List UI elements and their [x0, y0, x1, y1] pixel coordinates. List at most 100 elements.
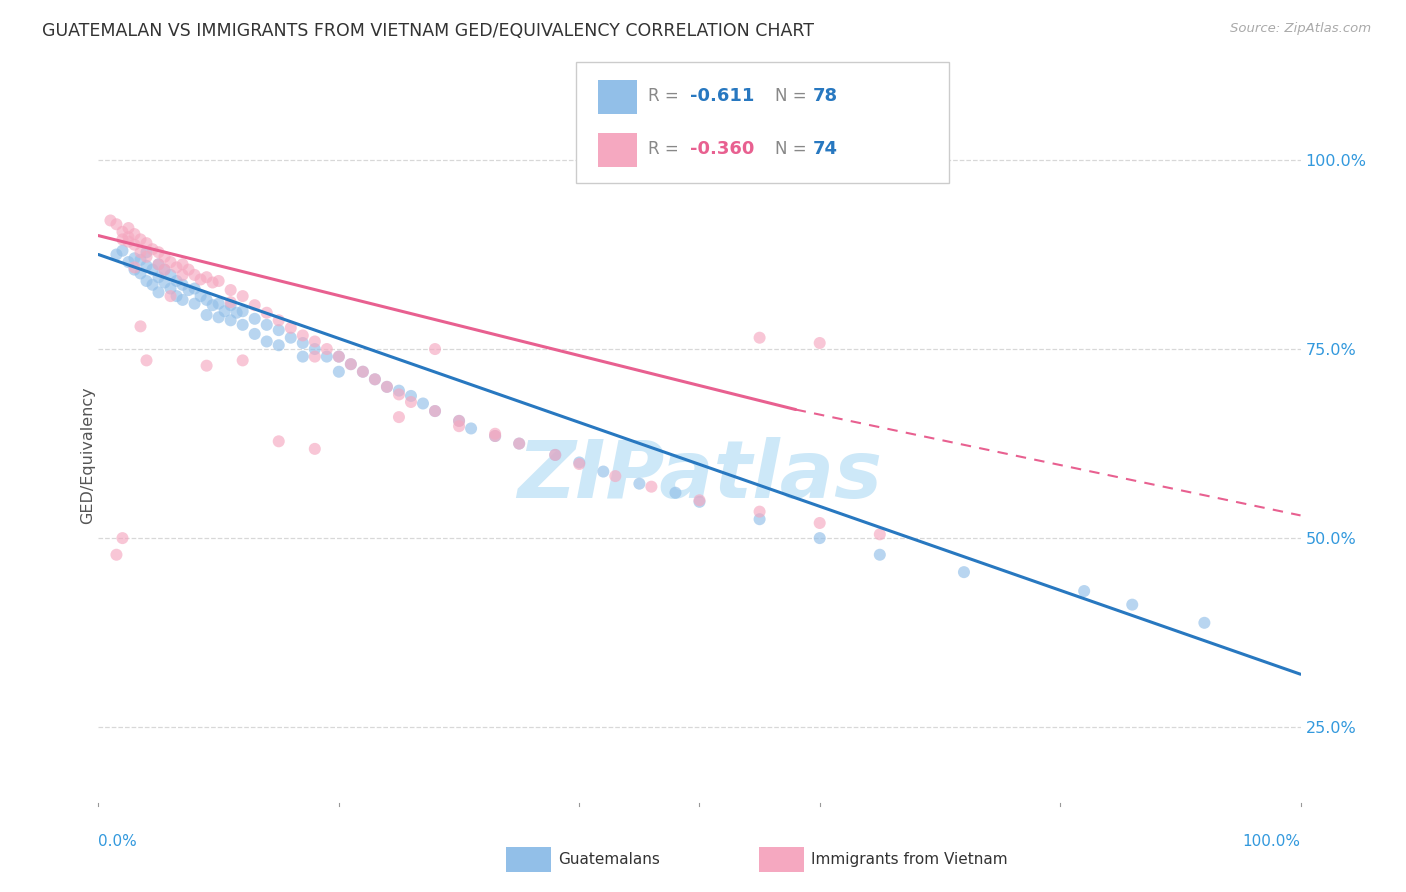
Point: [568, 457, 591, 471]
Point: [129, 319, 152, 334]
Point: [153, 262, 176, 277]
Point: [291, 350, 314, 364]
Point: [640, 480, 662, 494]
Point: [166, 274, 188, 288]
Point: [304, 442, 326, 456]
Point: [159, 281, 181, 295]
Text: GUATEMALAN VS IMMIGRANTS FROM VIETNAM GED/EQUIVALENCY CORRELATION CHART: GUATEMALAN VS IMMIGRANTS FROM VIETNAM GE…: [42, 22, 814, 40]
Point: [159, 255, 181, 269]
Point: [172, 257, 194, 271]
Text: Guatemalans: Guatemalans: [558, 853, 659, 867]
Point: [508, 436, 530, 450]
Point: [225, 306, 247, 320]
Point: [117, 255, 139, 269]
Point: [1073, 584, 1095, 599]
Point: [748, 512, 770, 526]
Point: [280, 321, 302, 335]
Point: [399, 389, 422, 403]
Point: [748, 331, 770, 345]
Point: [256, 334, 278, 349]
Point: [117, 221, 139, 235]
Point: [135, 245, 157, 260]
Point: [183, 268, 205, 282]
Point: [291, 328, 314, 343]
Point: [105, 247, 128, 261]
Point: [605, 469, 627, 483]
Point: [111, 531, 134, 545]
Point: [141, 277, 163, 292]
Point: [105, 548, 128, 562]
Point: [484, 429, 506, 443]
Point: [195, 359, 218, 373]
Point: [159, 289, 181, 303]
Point: [190, 272, 212, 286]
Point: [183, 296, 205, 310]
Point: [111, 232, 134, 246]
Point: [315, 350, 337, 364]
Text: Source: ZipAtlas.com: Source: ZipAtlas.com: [1230, 22, 1371, 36]
Point: [423, 404, 446, 418]
Point: [447, 414, 470, 428]
Point: [219, 283, 242, 297]
Point: [177, 262, 200, 277]
Point: [243, 311, 266, 326]
Text: N =: N =: [775, 87, 811, 105]
Point: [135, 250, 157, 264]
Text: ZIPatlas: ZIPatlas: [517, 437, 882, 515]
Point: [172, 277, 194, 292]
Point: [232, 289, 254, 303]
Point: [135, 353, 157, 368]
Point: [190, 289, 212, 303]
Point: [315, 342, 337, 356]
Point: [195, 270, 218, 285]
Point: [166, 260, 188, 275]
Point: [291, 336, 314, 351]
Text: 100.0%: 100.0%: [1243, 834, 1301, 849]
Point: [256, 318, 278, 332]
Point: [243, 326, 266, 341]
Point: [153, 250, 176, 264]
Point: [124, 262, 146, 277]
Point: [364, 372, 387, 386]
Point: [208, 296, 231, 310]
Point: [664, 485, 686, 500]
Point: [135, 274, 157, 288]
Point: [1121, 598, 1143, 612]
Text: R =: R =: [648, 87, 685, 105]
Point: [267, 434, 290, 449]
Point: [267, 323, 290, 337]
Point: [135, 236, 157, 251]
Point: [808, 336, 831, 351]
Point: [141, 242, 163, 256]
Point: [172, 293, 194, 307]
Point: [129, 245, 152, 260]
Point: [388, 410, 411, 425]
Point: [304, 334, 326, 349]
Point: [111, 225, 134, 239]
Point: [129, 252, 152, 267]
Point: [375, 380, 398, 394]
Point: [124, 252, 146, 266]
Point: [304, 350, 326, 364]
Point: [129, 267, 152, 281]
Point: [447, 419, 470, 434]
Point: [628, 476, 651, 491]
Point: [117, 235, 139, 249]
Point: [592, 465, 614, 479]
Point: [232, 318, 254, 332]
Point: [364, 372, 387, 386]
Point: [304, 342, 326, 356]
Y-axis label: GED/Equivalency: GED/Equivalency: [80, 386, 94, 524]
Point: [808, 516, 831, 530]
Point: [508, 436, 530, 450]
Point: [100, 213, 122, 227]
Point: [375, 380, 398, 394]
Text: N =: N =: [775, 140, 811, 158]
Point: [219, 295, 242, 310]
Point: [869, 527, 891, 541]
Text: -0.611: -0.611: [690, 87, 755, 105]
Point: [568, 455, 591, 469]
Point: [117, 230, 139, 244]
Point: [153, 276, 176, 290]
Point: [124, 260, 146, 275]
